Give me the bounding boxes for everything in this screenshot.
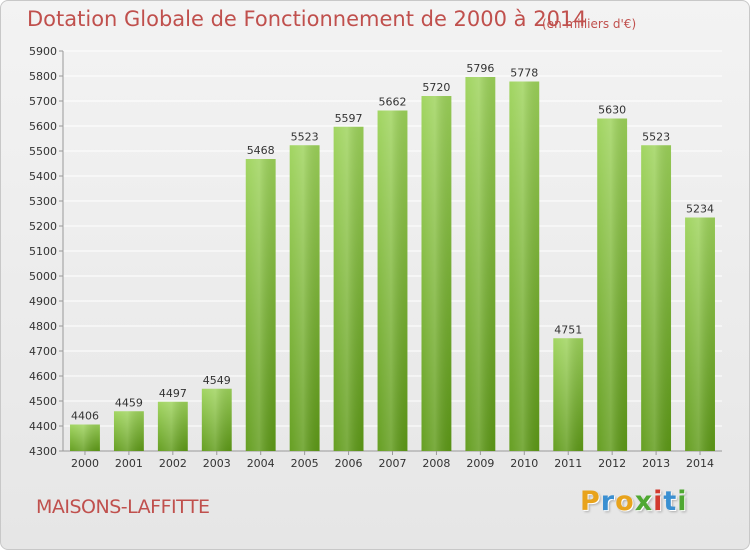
logo-letter: i — [653, 486, 664, 517]
x-tick-label-2010: 2010 — [510, 457, 538, 470]
y-tick-label: 4700 — [29, 345, 57, 358]
value-label-2011: 4751 — [554, 323, 582, 336]
y-tick-label: 5700 — [29, 95, 57, 108]
y-tick-label: 5400 — [29, 170, 57, 183]
value-label-2008: 5720 — [422, 81, 450, 94]
units-note: (en milliers d'€) — [542, 17, 637, 31]
logo-letter: P — [580, 486, 601, 517]
bar-gloss-2005 — [289, 145, 320, 451]
bar-gloss-2006 — [333, 126, 364, 451]
bar-gloss-2002 — [157, 401, 188, 451]
bar-gloss-2003 — [201, 388, 232, 451]
bar-gloss-2007 — [377, 110, 408, 451]
logo-letter: t — [663, 486, 678, 517]
y-tick-label: 4600 — [29, 370, 57, 383]
logo-letter: x — [634, 486, 654, 517]
value-label-2013: 5523 — [642, 130, 670, 143]
y-tick-label: 5500 — [29, 145, 57, 158]
x-tick-label-2006: 2006 — [335, 457, 363, 470]
value-label-2004: 5468 — [247, 144, 275, 157]
x-tick-label-2001: 2001 — [115, 457, 143, 470]
commune-name: MAISONS-LAFFITTE — [36, 496, 210, 518]
x-tick-label-2005: 2005 — [291, 457, 319, 470]
y-tick-label: 4800 — [29, 320, 57, 333]
value-label-2002: 4497 — [159, 387, 187, 400]
x-tick-label-2014: 2014 — [686, 457, 714, 470]
bar-gloss-2008 — [421, 96, 452, 451]
y-tick-label: 4900 — [29, 295, 57, 308]
bars — [70, 77, 715, 451]
y-tick-label: 4300 — [29, 445, 57, 458]
logo-letter: i — [677, 486, 688, 517]
proxiti-logo: Proxiti — [580, 486, 688, 517]
bar-gloss-2014 — [685, 217, 715, 451]
bar-gloss-2012 — [597, 118, 628, 451]
chart-title: Dotation Globale de Fonctionnement de 20… — [27, 7, 587, 31]
value-label-2001: 4459 — [115, 396, 143, 409]
bar-gloss-2010 — [509, 81, 540, 451]
y-tick-label: 5200 — [29, 220, 57, 233]
value-label-2012: 5630 — [598, 104, 626, 117]
x-tick-label-2008: 2008 — [422, 457, 450, 470]
x-tick-label-2002: 2002 — [159, 457, 187, 470]
value-labels: 4406 4459 4497 4549 5468 5523 5597 5662 5720 5796… — [71, 62, 714, 423]
x-tick-label-2009: 2009 — [466, 457, 494, 470]
bar-gloss-2001 — [113, 411, 144, 451]
x-tick-label-2012: 2012 — [598, 457, 626, 470]
bar-gloss-2009 — [465, 77, 496, 451]
y-tick-label: 5300 — [29, 195, 57, 208]
y-tick-label: 5000 — [29, 270, 57, 283]
y-tick-label: 5600 — [29, 120, 57, 133]
value-label-2007: 5662 — [379, 96, 407, 109]
x-tick-label-2004: 2004 — [247, 457, 275, 470]
bar-gloss-2004 — [245, 159, 276, 451]
value-label-2009: 5796 — [466, 62, 494, 75]
y-tick-label: 4400 — [29, 420, 57, 433]
x-tick-label-2000: 2000 — [71, 457, 99, 470]
bar-gloss-2011 — [553, 338, 584, 451]
y-tick-label: 5100 — [29, 245, 57, 258]
value-label-2000: 4406 — [71, 410, 99, 423]
y-tick-label: 4500 — [29, 395, 57, 408]
x-tick-label-2003: 2003 — [203, 457, 231, 470]
logo-letter: r — [600, 486, 616, 517]
value-label-2005: 5523 — [291, 130, 319, 143]
x-tick-label-2011: 2011 — [554, 457, 582, 470]
x-tick-label-2013: 2013 — [642, 457, 670, 470]
y-tick-label: 5800 — [29, 70, 57, 83]
bar-gloss-2013 — [641, 145, 672, 451]
logo-letter: o — [615, 486, 635, 517]
x-tick-label-2007: 2007 — [379, 457, 407, 470]
value-label-2014: 5234 — [686, 203, 714, 216]
y-tick-label: 5900 — [29, 45, 57, 58]
value-label-2010: 5778 — [510, 67, 538, 80]
value-label-2006: 5597 — [335, 112, 363, 125]
value-label-2003: 4549 — [203, 374, 231, 387]
bar-gloss-2000 — [70, 424, 100, 451]
